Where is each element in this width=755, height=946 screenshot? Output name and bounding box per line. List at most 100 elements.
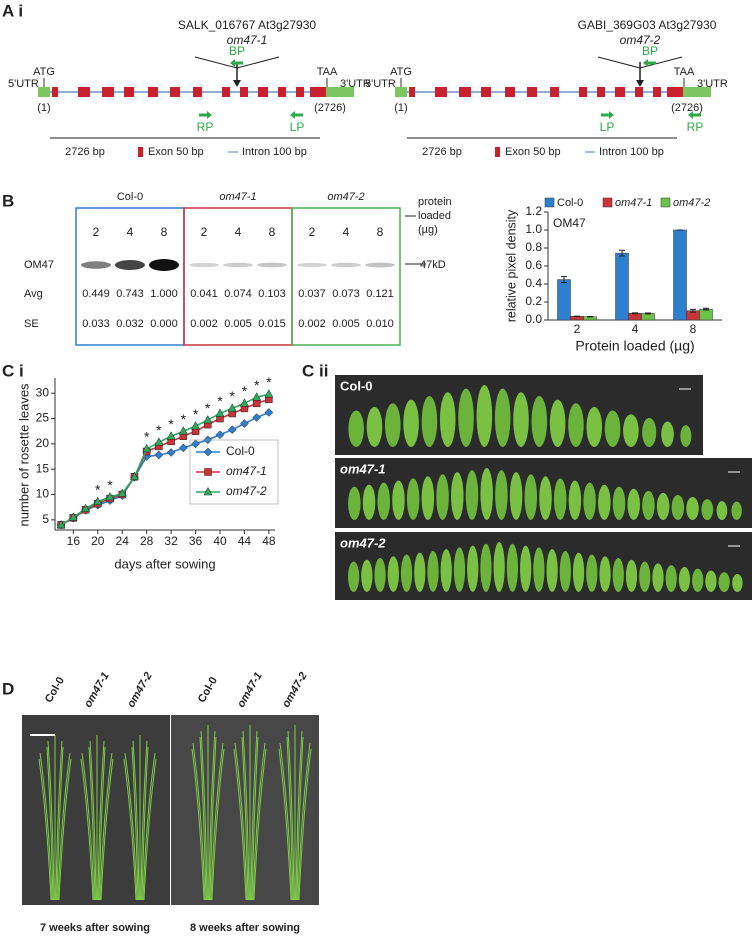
utr5 xyxy=(395,87,407,97)
lane: 4 xyxy=(343,225,350,239)
exon xyxy=(102,87,114,97)
leaf xyxy=(378,483,390,520)
leaf xyxy=(414,553,425,592)
y-tick-label: 0.4 xyxy=(525,276,542,290)
bar xyxy=(642,313,655,320)
intron-legend: Intron 100 bp xyxy=(242,146,307,158)
lane: 4 xyxy=(235,225,242,239)
leaf xyxy=(642,418,656,447)
x-tick-label: 20 xyxy=(91,534,105,548)
primer-label: BP xyxy=(642,44,658,58)
se: 0.002 xyxy=(298,318,326,330)
significance: * xyxy=(144,429,150,445)
leaf xyxy=(719,572,730,592)
leaf xyxy=(705,570,716,592)
leaf xyxy=(440,392,456,447)
exon-legend: Exon 50 bp xyxy=(148,146,204,158)
avg: 0.121 xyxy=(366,288,394,300)
leaf xyxy=(477,385,493,447)
leaf xyxy=(480,544,491,592)
leaf xyxy=(494,542,505,592)
legend-label: om47-1 xyxy=(226,464,267,478)
leaf xyxy=(374,558,385,592)
leaf xyxy=(546,549,557,592)
leaf-panel-label: Col-0 xyxy=(340,378,373,393)
start-codon: ATG xyxy=(33,66,55,78)
leaf xyxy=(657,493,669,520)
leaf xyxy=(422,396,438,447)
se: 0.005 xyxy=(224,318,252,330)
leaf xyxy=(550,400,566,447)
x-tick-label: 2 xyxy=(574,322,581,336)
x-tick-label: 24 xyxy=(116,534,130,548)
error-bar xyxy=(632,313,638,314)
avg: 0.103 xyxy=(258,288,286,300)
line-name: GABI_369G03 At3g27930 xyxy=(578,18,717,32)
band xyxy=(189,263,219,267)
stop-codon: TAA xyxy=(317,66,338,78)
primer-arrow xyxy=(601,111,614,119)
y-tick-label: 25 xyxy=(36,411,50,425)
utr5-label: 5'UTR xyxy=(365,78,396,90)
legend-swatch xyxy=(661,198,670,207)
band xyxy=(81,261,111,269)
significance: * xyxy=(242,383,248,399)
plant-label: om47-1 xyxy=(235,670,265,709)
panel-label: D xyxy=(2,679,14,698)
exon xyxy=(653,87,661,97)
x-label: Protein loaded (µg) xyxy=(575,338,694,354)
leaf xyxy=(454,547,465,592)
scale-label: 2726 bp xyxy=(65,146,105,158)
exon xyxy=(527,87,537,97)
x-tick-label: 48 xyxy=(262,534,276,548)
leaf xyxy=(623,414,639,447)
y-tick-label: 1.0 xyxy=(525,222,542,236)
band xyxy=(297,263,327,267)
exon xyxy=(170,87,180,97)
primer-label: LP xyxy=(290,120,305,134)
leaf xyxy=(520,546,531,592)
leaf xyxy=(686,497,698,520)
panel-label: C i xyxy=(2,361,24,380)
significance: * xyxy=(205,400,211,416)
arrow-head xyxy=(636,80,644,87)
leaf xyxy=(451,472,463,520)
leaf xyxy=(586,554,597,592)
leaf xyxy=(731,502,741,520)
plant-label: om47-2 xyxy=(125,670,155,709)
bar xyxy=(674,230,687,320)
caption: 8 weeks after sowing xyxy=(190,922,300,934)
legend-label: om47-2 xyxy=(226,484,267,498)
loaded-note: protein xyxy=(418,196,452,208)
marker xyxy=(204,448,212,456)
leaf xyxy=(385,403,401,447)
panel-label: B xyxy=(2,191,14,210)
leaf xyxy=(507,544,518,592)
significance: * xyxy=(107,477,113,493)
primer-label: RP xyxy=(197,120,214,134)
significance: * xyxy=(229,388,235,404)
legend-swatch xyxy=(545,198,554,207)
exon xyxy=(635,87,643,97)
marker xyxy=(205,469,212,476)
marker xyxy=(253,400,260,407)
exon xyxy=(310,87,326,97)
primer-arrow xyxy=(199,111,212,119)
se: 0.032 xyxy=(116,318,144,330)
x-tick-label: 44 xyxy=(238,534,252,548)
leaf xyxy=(583,483,595,520)
plant-label: Col-0 xyxy=(43,675,67,705)
se: 0.010 xyxy=(366,318,394,330)
exon xyxy=(481,87,491,97)
group-name: om47-1 xyxy=(219,191,256,203)
significance: * xyxy=(217,393,223,409)
exon xyxy=(296,87,304,97)
y-tick-label: 0.8 xyxy=(525,240,542,254)
exon xyxy=(459,87,471,97)
exon-legend: Exon 50 bp xyxy=(505,146,561,158)
marker xyxy=(216,431,224,439)
exon xyxy=(278,87,286,97)
exon xyxy=(124,87,134,97)
significance: * xyxy=(254,377,260,393)
leaf xyxy=(348,562,359,592)
